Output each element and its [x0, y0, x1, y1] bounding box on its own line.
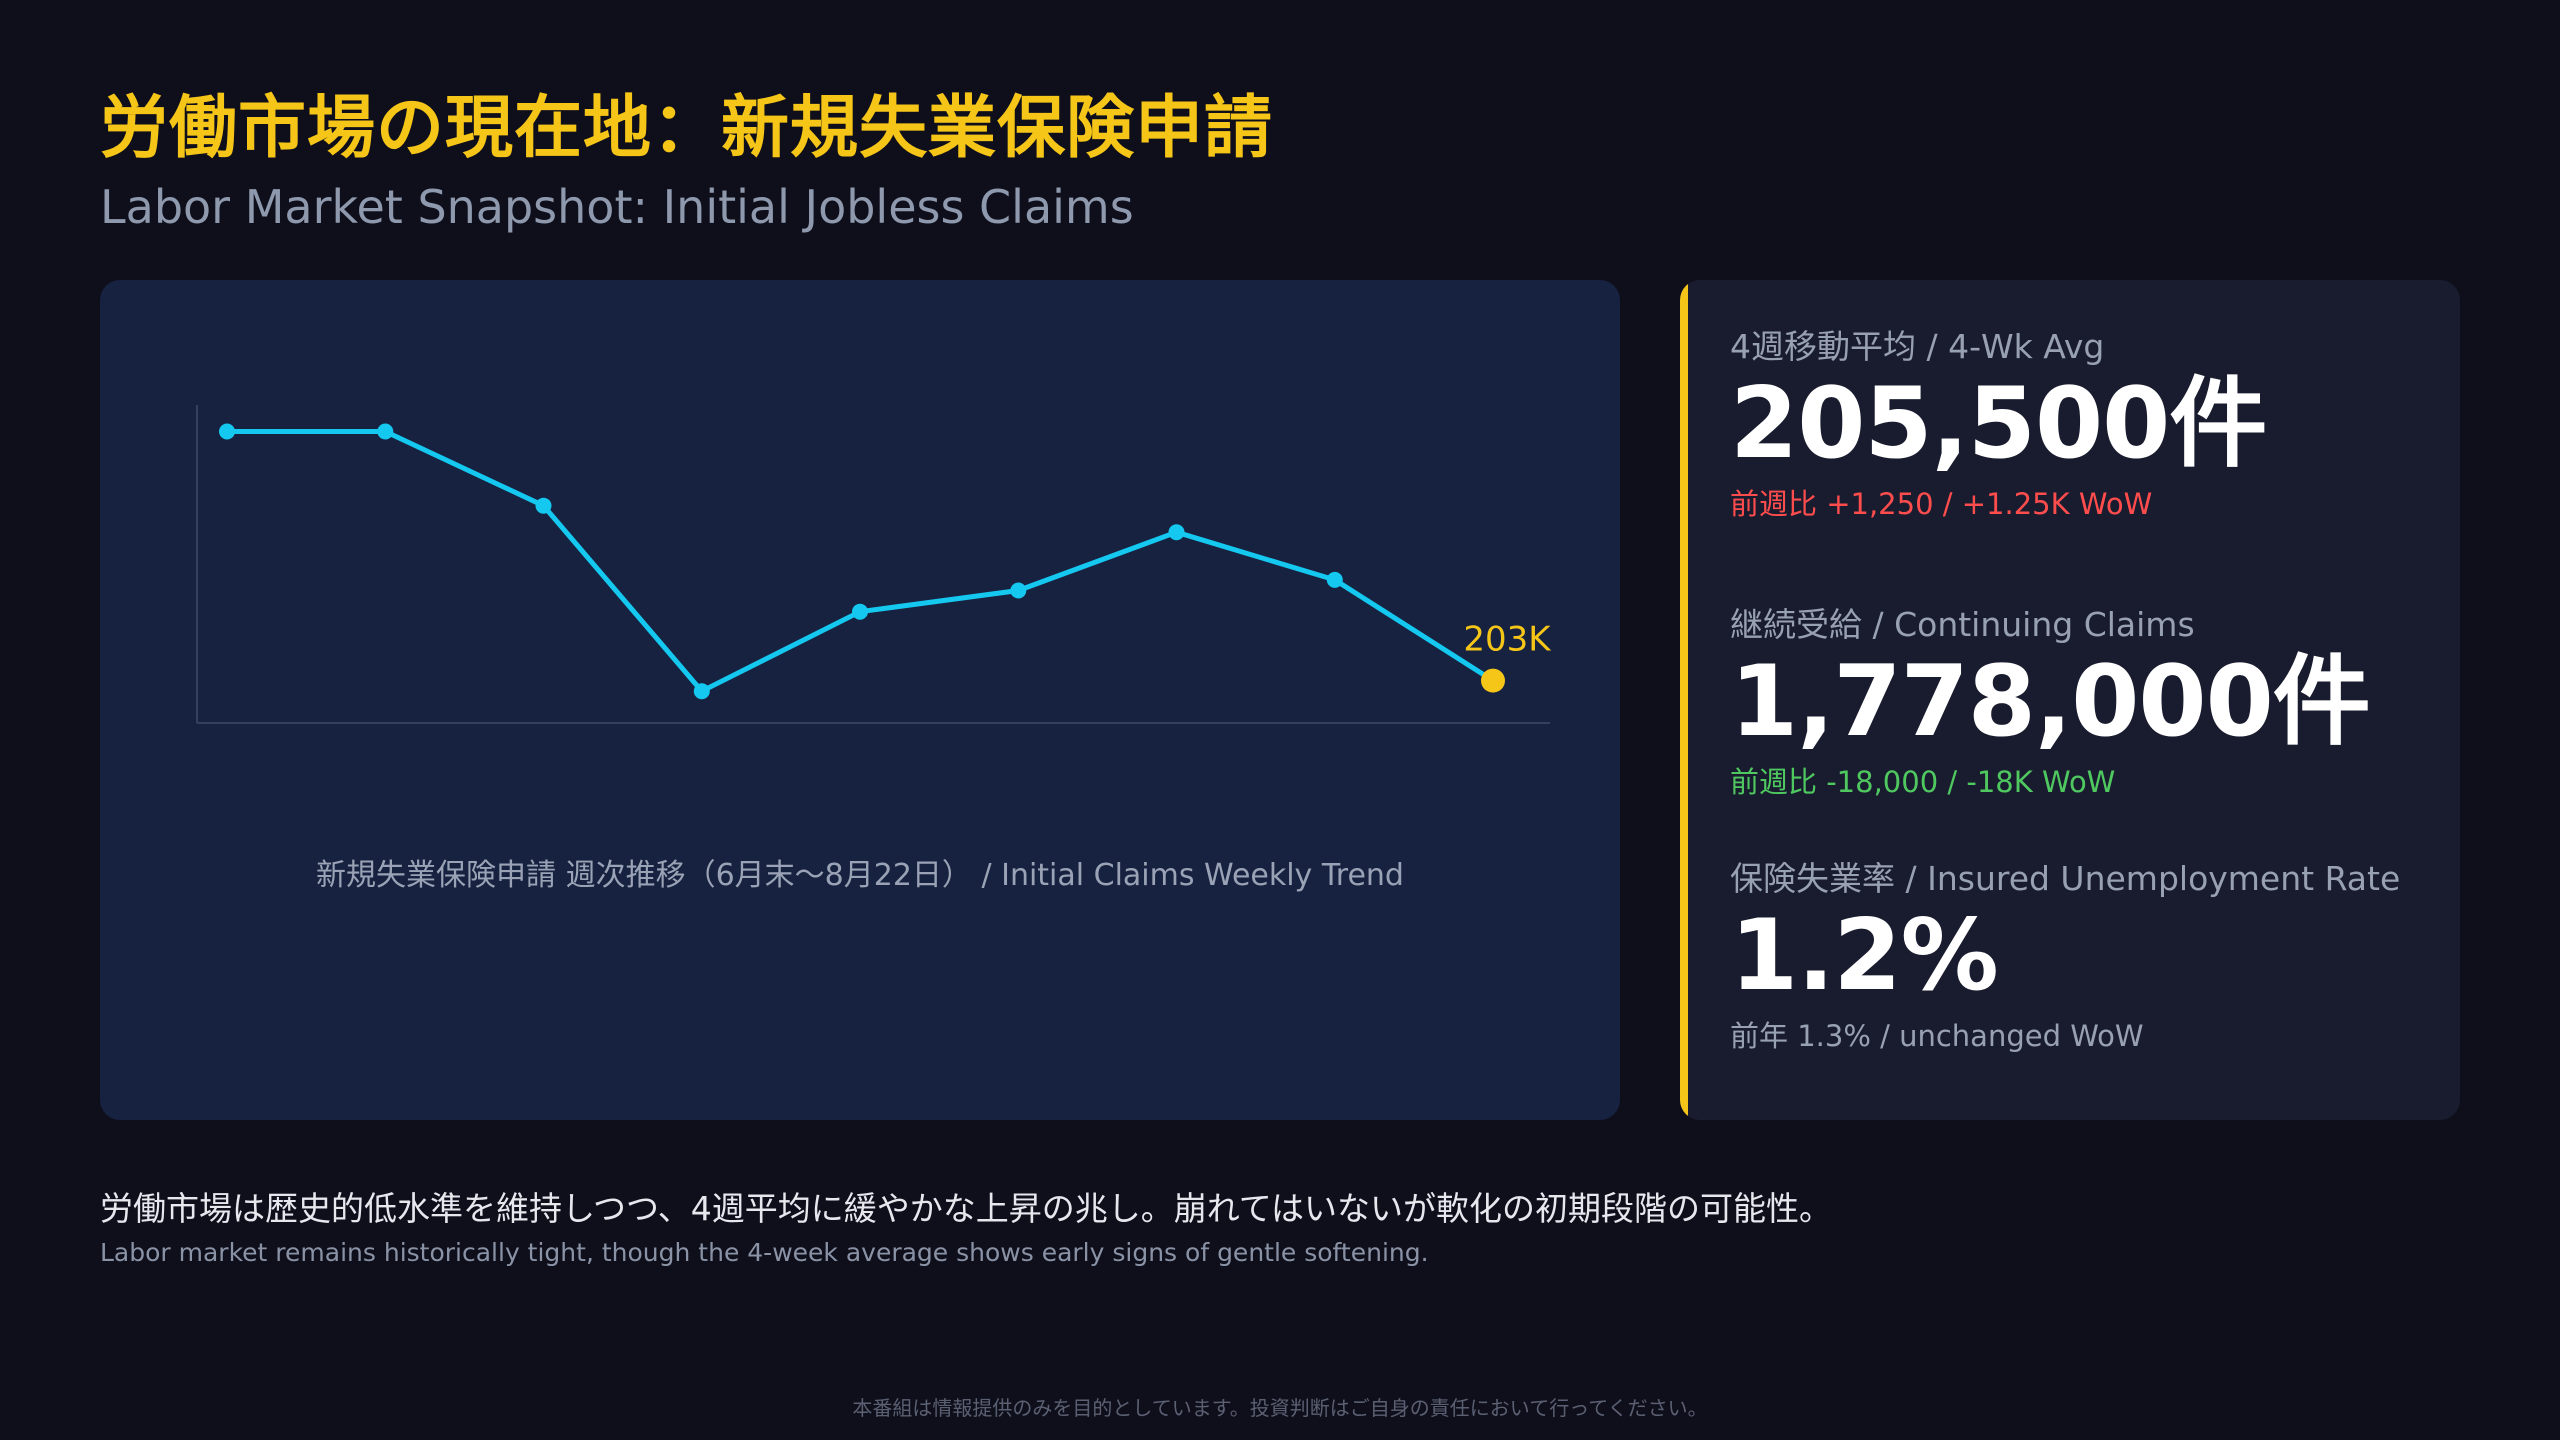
- data-point: [535, 497, 552, 514]
- series-line: [224, 429, 1496, 694]
- data-point: [1010, 582, 1027, 599]
- series-layer: 203K: [219, 423, 1552, 700]
- stat-label: 継続受給 / Continuing Claims: [1730, 605, 2195, 644]
- chart-panel: 203K 新規失業保険申請 週次推移（6月末〜8月22日） / Initial …: [100, 280, 1620, 1120]
- stat-change: 前週比 -18,000 / -18K WoW: [1730, 764, 2116, 799]
- page-subtitle: Labor Market Snapshot: Initial Jobless C…: [100, 180, 1134, 234]
- data-point: [852, 603, 868, 620]
- summary-japanese: 労働市場は歴史的低水準を維持しつつ、4週平均に緩やかな上昇の兆し。崩れてはいない…: [100, 1189, 1833, 1228]
- stats-panel: 4週移動平均 / 4-Wk Avg 205,500件 前週比 +1,250 / …: [1680, 280, 2460, 1120]
- stat-insured-unemployment-rate: 保険失業率 / Insured Unemployment Rate 1.2% 前…: [1730, 852, 2440, 1055]
- stats-accent-bar: [1680, 280, 1688, 1120]
- data-point: [693, 683, 710, 700]
- stat-value: 1,778,000件: [1730, 645, 2371, 759]
- stat-value: 205,500件: [1730, 367, 2267, 481]
- data-point: [377, 423, 394, 440]
- page-title: 労働市場の現在地：新規失業保険申請: [100, 89, 1274, 168]
- stat-label: 保険失業率 / Insured Unemployment Rate: [1730, 859, 2401, 898]
- stat-value: 1.2%: [1730, 899, 1999, 1013]
- latest-value-label: 203K: [1463, 620, 1552, 660]
- data-point-latest: [1481, 668, 1505, 693]
- chart-caption: 新規失業保険申請 週次推移（6月末〜8月22日） / Initial Claim…: [316, 858, 1404, 893]
- data-point: [219, 423, 235, 440]
- data-point: [1168, 524, 1185, 541]
- summary-english: Labor market remains historically tight,…: [100, 1238, 1429, 1267]
- stat-change: 前週比 +1,250 / +1.25K WoW: [1730, 486, 2153, 521]
- stat-change: 前年 1.3% / unchanged WoW: [1730, 1018, 2144, 1053]
- stat-four-week-average: 4週移動平均 / 4-Wk Avg 205,500件 前週比 +1,250 / …: [1730, 320, 2440, 523]
- stat-continuing-claims: 継続受給 / Continuing Claims 1,778,000件 前週比 …: [1730, 598, 2440, 801]
- stat-label: 4週移動平均 / 4-Wk Avg: [1730, 327, 2105, 366]
- disclaimer: 本番組は情報提供のみを目的としています。投資判断はご自身の責任において行ってくだ…: [852, 1396, 1708, 1420]
- line-chart: 203K: [196, 405, 1552, 724]
- data-point: [1326, 571, 1343, 588]
